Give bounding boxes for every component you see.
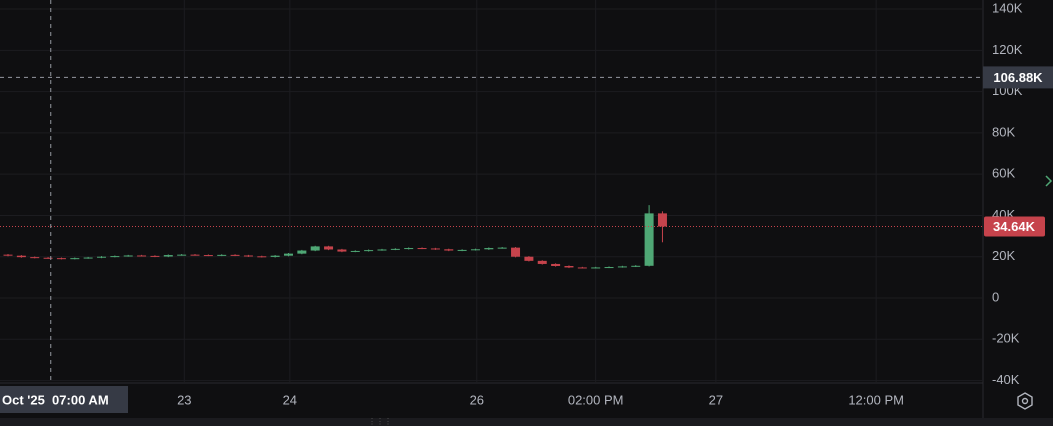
candle-body [657,213,667,227]
scroll-arrow[interactable] [1045,175,1053,187]
candle-body [43,257,53,259]
x-tick-label: 02:00 PM [568,392,624,407]
y-tick-label: -40K [992,372,1020,387]
candle-body [617,266,627,268]
y-tick-label: 0 [992,289,999,304]
candle-body [377,249,387,251]
last-price-label: 34.64K [993,219,1036,234]
settings-dot[interactable] [1021,397,1029,405]
candle-body [283,253,293,256]
candle-body [417,248,427,250]
candle-body [3,254,13,256]
candle-body [150,255,160,257]
y-tick-label: 120K [992,42,1023,57]
candle-body [470,249,480,251]
candle-body [524,256,534,261]
crosshair-y-box [983,66,1053,89]
x-tick-label: 24 [283,392,297,407]
candle-body [310,246,320,251]
candle-body [604,267,614,269]
crosshair-x-box [0,386,128,413]
candle-body [350,250,360,252]
candle-body [30,257,40,259]
y-tick-label: -20K [992,331,1020,346]
candle-body [390,248,400,250]
candle-body [230,254,240,256]
candle-body [270,255,280,257]
candle-body [243,255,253,257]
y-tick-label: 60K [992,166,1015,181]
candle-body [56,258,66,260]
candle-body [497,247,507,249]
candle-body [123,255,133,257]
candle-body [551,263,561,267]
candle-body [564,266,574,268]
x-tick-label: 23 [177,392,191,407]
candle-body [631,265,641,267]
candle-body [190,254,200,256]
resize-handle[interactable]: ⋮⋮⋮ [368,417,392,426]
candle-body [297,250,307,254]
y-tick-label: 80K [992,124,1015,139]
candle-body [110,256,120,258]
candle-body [203,255,213,257]
candle-body [97,256,107,258]
candle-body [444,249,454,251]
candle-body [177,254,187,256]
y-tick-label: 140K [992,0,1023,15]
candle-body [591,267,601,269]
candle-body [511,247,521,257]
candle-body [324,246,334,250]
candle-body [537,260,547,264]
settings-icon[interactable] [1017,392,1033,410]
candle-body [484,248,494,250]
candle-body [430,248,440,250]
crosshair-x-label: Oct '25 07:00 AM [2,392,109,407]
candle-body [457,249,467,251]
candle-body [364,250,374,252]
candle-body [163,255,173,257]
last-price-box [984,216,1045,237]
candle-body [577,267,587,269]
y-tick-label: 20K [992,248,1015,263]
crosshair-y-label: 106.88K [993,70,1043,85]
candle-body [70,258,80,260]
settings-hex[interactable] [1017,392,1033,410]
scroll-strip [0,418,1053,426]
x-tick-label: 12:00 PM [848,392,904,407]
candle-body [83,257,93,259]
candle-body [644,213,654,266]
candle-body [137,255,147,257]
candle-body [404,248,414,250]
candle-body [337,249,347,252]
x-tick-label: 26 [470,392,484,407]
candle-body [257,256,267,258]
x-tick-label: 27 [709,392,723,407]
candle-body [16,255,26,258]
candle-body [217,254,227,256]
